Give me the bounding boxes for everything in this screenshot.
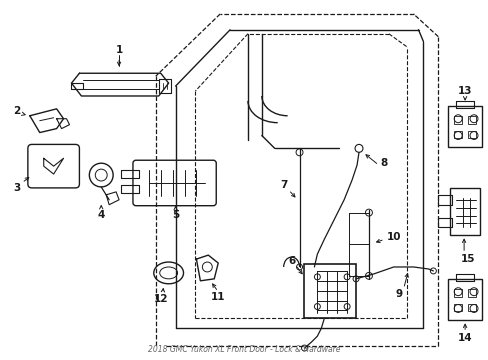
FancyBboxPatch shape: [28, 144, 79, 188]
Text: 2018 GMC Yukon XL Front Door - Lock & Hardware: 2018 GMC Yukon XL Front Door - Lock & Ha…: [147, 345, 340, 354]
Bar: [304, 264, 355, 318]
Text: 7: 7: [280, 180, 287, 190]
Ellipse shape: [153, 262, 183, 284]
Text: 3: 3: [13, 183, 20, 193]
Bar: [467, 131, 475, 139]
Bar: [453, 131, 461, 139]
Text: 4: 4: [97, 210, 105, 220]
Text: 9: 9: [394, 289, 402, 299]
Bar: [453, 289, 461, 297]
Bar: [447, 106, 481, 147]
Text: 15: 15: [460, 254, 474, 264]
Bar: [453, 116, 461, 123]
Text: 14: 14: [457, 333, 471, 343]
Bar: [447, 279, 481, 320]
Text: 6: 6: [287, 256, 295, 266]
Bar: [453, 303, 461, 311]
Bar: [467, 303, 475, 311]
Ellipse shape: [160, 267, 177, 279]
Bar: [467, 116, 475, 123]
Text: 8: 8: [379, 158, 386, 168]
Text: 10: 10: [386, 232, 400, 242]
Text: 13: 13: [457, 86, 471, 96]
Text: 1: 1: [115, 45, 122, 54]
Bar: [467, 289, 475, 297]
Text: 12: 12: [153, 294, 167, 303]
Text: 5: 5: [172, 210, 179, 220]
Text: 11: 11: [210, 292, 225, 302]
Text: 2: 2: [13, 106, 20, 116]
FancyBboxPatch shape: [133, 160, 216, 206]
Bar: [449, 188, 479, 235]
